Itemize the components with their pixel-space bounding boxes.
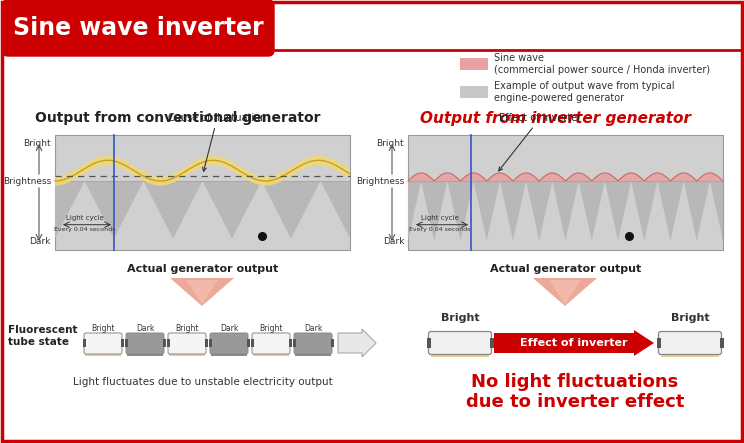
FancyArrow shape [338,329,376,357]
Text: Fluorescent
tube state: Fluorescent tube state [8,325,77,347]
Bar [289,339,292,347]
Text: Effect of inverter: Effect of inverter [498,113,581,171]
Text: Every 0.04 seconds: Every 0.04 seconds [408,227,470,232]
Bar [657,338,661,348]
Text: Output from inverter generator: Output from inverter generator [420,110,690,125]
Bar [460,58,488,70]
Text: Light cycle: Light cycle [420,215,458,221]
Text: Bright: Bright [259,324,283,333]
Polygon shape [533,278,597,306]
FancyBboxPatch shape [658,331,722,354]
Bar [85,351,121,356]
Bar [253,351,289,356]
Text: Dark: Dark [30,237,51,246]
Bar [125,339,128,347]
Text: Cause of fluctuation: Cause of fluctuation [168,113,266,171]
Text: Dark: Dark [136,324,154,333]
Bar [163,339,166,347]
Bar [293,339,296,347]
Text: Output from conventional generator: Output from conventional generator [35,111,321,125]
FancyBboxPatch shape [2,0,274,56]
Polygon shape [186,280,218,304]
Text: Dark: Dark [382,237,404,246]
Text: Brightness: Brightness [356,176,404,186]
Text: Bright: Bright [376,139,404,148]
Bar [661,352,719,357]
FancyBboxPatch shape [210,333,248,354]
Bar [460,86,488,98]
Text: No light fluctuations: No light fluctuations [472,373,679,391]
Bar [247,339,250,347]
Text: Dark: Dark [219,324,238,333]
Bar [408,135,723,250]
Text: Dark: Dark [304,324,322,333]
Text: Light fluctuates due to unstable electricity output: Light fluctuates due to unstable electri… [73,377,333,387]
Polygon shape [170,278,234,306]
Text: Bright: Bright [23,139,51,148]
Text: Light cycle: Light cycle [65,215,103,221]
Bar [127,351,163,356]
Polygon shape [408,173,723,181]
Bar [169,351,205,356]
Text: Bright: Bright [92,324,115,333]
Polygon shape [55,181,350,238]
Text: Actual generator output: Actual generator output [127,264,278,274]
Text: Bright: Bright [670,313,709,323]
Bar [205,339,208,347]
FancyBboxPatch shape [252,333,290,354]
FancyBboxPatch shape [168,333,206,354]
FancyArrow shape [494,330,654,356]
Bar [295,351,331,356]
Text: Bright: Bright [176,324,199,333]
Bar [490,338,494,348]
Text: Actual generator output: Actual generator output [490,264,641,274]
Text: Brightness: Brightness [3,176,51,186]
FancyBboxPatch shape [429,331,492,354]
Bar [431,352,489,357]
FancyBboxPatch shape [126,333,164,354]
Polygon shape [408,181,723,241]
Text: Example of output wave from typical
engine-powered generator: Example of output wave from typical engi… [494,81,675,103]
Bar [331,339,334,347]
Bar [211,351,247,356]
Bar [83,339,86,347]
Polygon shape [549,280,581,304]
Bar [720,338,724,348]
Bar [55,135,350,250]
Text: Bright: Bright [440,313,479,323]
Bar [167,339,170,347]
Bar [427,338,431,348]
Polygon shape [55,155,350,186]
FancyBboxPatch shape [84,333,122,354]
Text: Sine wave
(commercial power source / Honda inverter): Sine wave (commercial power source / Hon… [494,53,710,75]
Bar [121,339,124,347]
Text: Every 0.04 seconds: Every 0.04 seconds [54,227,115,232]
Bar [209,339,212,347]
Text: due to inverter effect: due to inverter effect [466,393,684,411]
Bar [251,339,254,347]
Text: Sine wave inverter: Sine wave inverter [13,16,263,40]
FancyBboxPatch shape [294,333,332,354]
Text: Effect of inverter: Effect of inverter [520,338,628,348]
